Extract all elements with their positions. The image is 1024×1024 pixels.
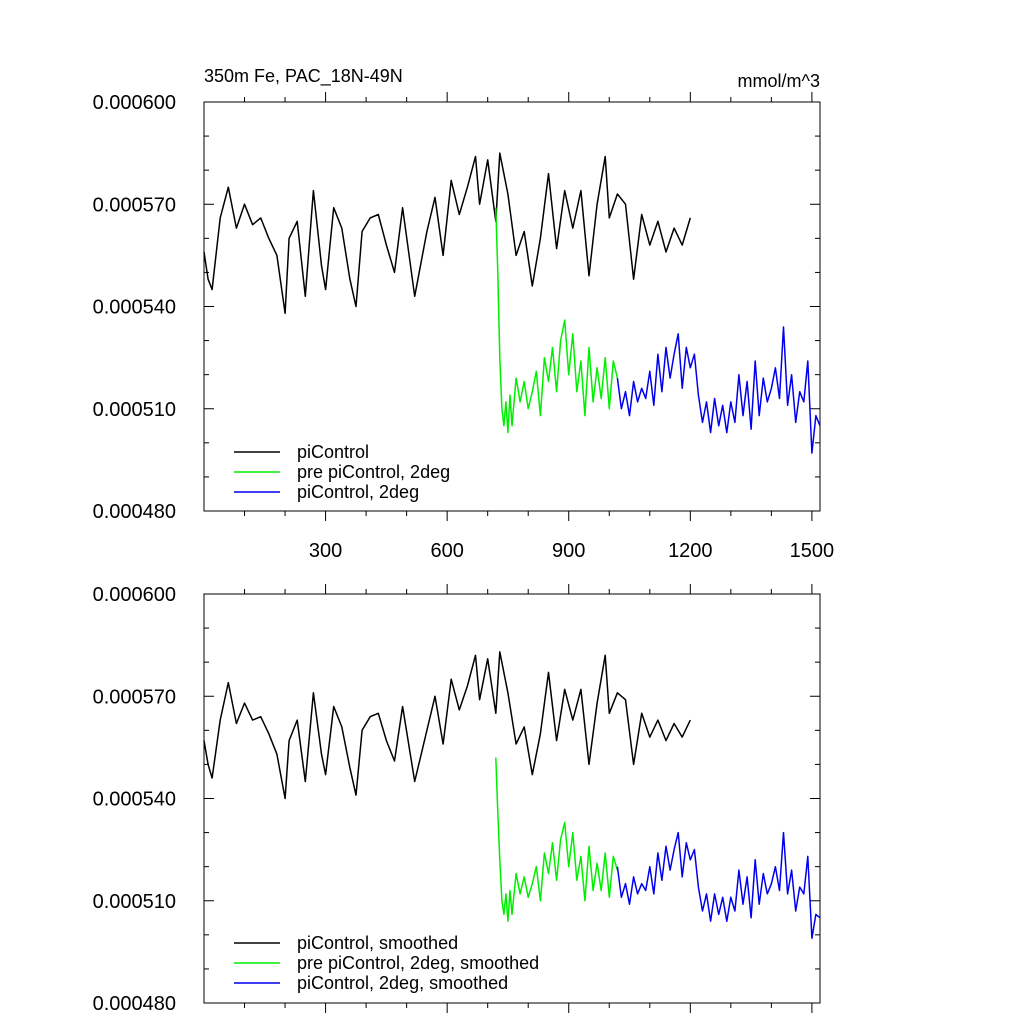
y-tick-label: 0.000600 — [93, 92, 176, 114]
y-tick-label: 0.000480 — [93, 501, 176, 523]
panel-2: 0.000480 0.000510 0.000540 0.000570 0.000600… — [93, 584, 821, 1015]
y-tick-label: 0.000570 — [93, 686, 176, 708]
legend-label: piControl, 2deg — [297, 482, 419, 502]
x-tick-label: 1200 — [668, 540, 713, 562]
series-line — [203, 651, 691, 800]
y-tick-label: 0.000510 — [93, 891, 176, 913]
series-line — [616, 831, 821, 939]
y-tick-label: 0.000540 — [93, 297, 176, 319]
series-line — [495, 207, 619, 434]
y-tick-label: 0.000540 — [93, 789, 176, 811]
y-tick-label: 0.000570 — [93, 194, 176, 216]
axes-frame: 300 600 900 1200 1500 0.000480 0.000510 0.00054… — [93, 92, 835, 562]
x-tick-label: 1500 — [790, 540, 835, 562]
legend-label: piControl, smoothed — [297, 933, 458, 953]
y-tick-label: 0.000510 — [93, 399, 176, 421]
x-tick-label: 300 — [309, 540, 342, 562]
y-tick-label: 0.000480 — [93, 993, 176, 1015]
legend-label: pre piControl, 2deg, smoothed — [297, 953, 539, 973]
units-label: mmol/m^3 — [738, 71, 820, 91]
series-line — [203, 152, 692, 315]
series-group — [203, 152, 821, 454]
legend-label: pre piControl, 2deg — [297, 462, 450, 482]
series-group — [203, 651, 821, 939]
series-line — [495, 757, 619, 922]
legend-label: piControl — [297, 442, 369, 462]
x-tick-label: 600 — [430, 540, 463, 562]
chart-title: 350m Fe, PAC_18N-49N — [204, 66, 403, 87]
panel-1: 350m Fe, PAC_18N-49N mmol/m^3 300 600 900 1… — [93, 66, 835, 562]
axes-frame: 0.000480 0.000510 0.000540 0.000570 0.000600 — [93, 584, 821, 1015]
y-tick-label: 0.000600 — [93, 584, 176, 606]
series-line — [616, 326, 821, 454]
legend-label: piControl, 2deg, smoothed — [297, 973, 508, 993]
x-tick-label: 900 — [552, 540, 585, 562]
